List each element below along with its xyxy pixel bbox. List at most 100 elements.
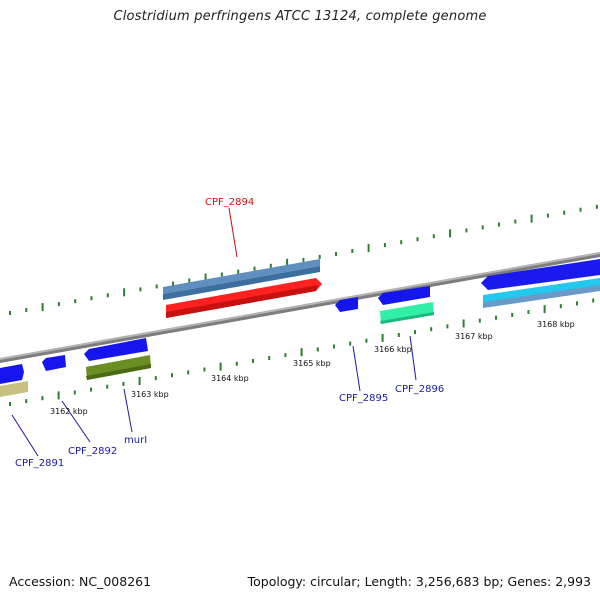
- minor-tick: [284, 353, 287, 358]
- page-title: Clostridium perfringens ATCC 13124, comp…: [113, 9, 487, 24]
- minor-tick: [495, 315, 497, 320]
- major-tick: [300, 348, 303, 357]
- minor-tick: [90, 387, 92, 392]
- minor-tick: [335, 252, 337, 256]
- scale-label-3162: 3162 kbp: [50, 407, 88, 416]
- minor-tick: [579, 207, 582, 212]
- minor-tick: [237, 269, 240, 274]
- minor-tick: [365, 338, 368, 343]
- major-tick: [381, 333, 384, 342]
- gene-labels: CPF_2894 CPF_2891 CPF_2892 murI CPF_2895…: [15, 197, 444, 469]
- feature-cpf-2896-blue[interactable]: [378, 286, 430, 305]
- minor-tick: [171, 373, 173, 378]
- minor-tick: [106, 293, 109, 298]
- scale-label-3167: 3167 kbp: [455, 332, 493, 341]
- scale-label-3164: 3164 kbp: [211, 374, 249, 383]
- minor-tick: [349, 341, 352, 346]
- minor-tick: [74, 299, 77, 304]
- minor-tick: [154, 376, 157, 381]
- minor-tick: [269, 263, 272, 268]
- minor-tick: [446, 324, 449, 329]
- feature-cpf-2896-green[interactable]: [380, 302, 434, 324]
- minor-tick: [498, 222, 500, 227]
- feature-cpf-2895-arrow[interactable]: [335, 297, 358, 312]
- minor-tick: [559, 304, 562, 309]
- feature-cpf-2891-olive[interactable]: [0, 381, 28, 397]
- feature-muri-blue[interactable]: [84, 338, 148, 361]
- minor-tick: [400, 240, 403, 245]
- minor-tick: [220, 272, 223, 277]
- genome-summary: Topology: circular; Length: 3,256,683 bp…: [247, 574, 591, 589]
- minor-tick: [595, 204, 598, 209]
- minor-tick: [465, 228, 468, 233]
- minor-tick: [511, 312, 514, 317]
- minor-tick: [155, 284, 158, 289]
- minor-tick: [235, 361, 238, 366]
- feature-muri-green[interactable]: [86, 355, 151, 380]
- feature-cpf-2894-red[interactable]: [166, 278, 322, 318]
- scale-labels: 3162 kbp 3163 kbp 3164 kbp 3165 kbp 3166…: [50, 320, 575, 416]
- scale-label-3165: 3165 kbp: [293, 359, 331, 368]
- feature-right-steel[interactable]: [483, 285, 600, 308]
- accession-info: Accession: NC_008261: [9, 574, 152, 589]
- minor-tick: [527, 310, 530, 314]
- minor-tick: [203, 367, 206, 372]
- scale-label-3163: 3163 kbp: [131, 390, 169, 399]
- minor-tick: [416, 237, 419, 242]
- minor-tick: [106, 384, 109, 389]
- minor-tick: [563, 210, 566, 215]
- minor-tick: [592, 298, 595, 303]
- gene-label-cpf-2891[interactable]: CPF_2891: [15, 458, 64, 469]
- minor-tick: [318, 254, 321, 259]
- major-tick: [57, 391, 60, 400]
- upper-tick-row: [9, 204, 598, 315]
- minor-tick: [576, 301, 578, 306]
- lower-tick-row: [9, 298, 595, 406]
- minor-tick: [351, 249, 354, 253]
- major-tick: [462, 319, 465, 328]
- minor-tick: [139, 287, 142, 292]
- minor-tick: [432, 234, 435, 239]
- scale-label-3166: 3166 kbp: [374, 345, 412, 354]
- minor-tick: [268, 356, 271, 360]
- minor-tick: [397, 333, 400, 337]
- minor-tick: [514, 219, 517, 224]
- minor-tick: [253, 266, 256, 271]
- feature-right-blue-arrow[interactable]: [481, 259, 600, 290]
- minor-tick: [252, 358, 254, 363]
- major-tick: [123, 288, 126, 297]
- major-tick: [138, 377, 141, 385]
- minor-tick: [25, 399, 28, 404]
- minor-tick: [316, 347, 319, 352]
- gene-label-cpf-2892[interactable]: CPF_2892: [68, 446, 117, 457]
- minor-tick: [430, 327, 433, 332]
- label-leader-lines: [11, 207, 417, 457]
- gene-label-cpf-2895[interactable]: CPF_2895: [339, 393, 388, 404]
- scale-label-3168: 3168 kbp: [537, 320, 575, 329]
- feature-right-cyan[interactable]: [483, 278, 600, 303]
- minor-tick: [478, 318, 481, 323]
- minor-tick: [383, 243, 386, 248]
- genome-backbone: [0, 252, 600, 363]
- minor-tick: [57, 302, 60, 307]
- minor-tick: [73, 390, 76, 395]
- feature-cpf-2892-arrow[interactable]: [42, 355, 66, 371]
- major-tick: [219, 362, 222, 371]
- minor-tick: [188, 278, 191, 283]
- gene-label-muri[interactable]: murI: [124, 435, 147, 446]
- major-tick: [204, 273, 207, 282]
- major-tick: [41, 303, 44, 312]
- minor-tick: [90, 296, 93, 301]
- feature-cpf-2891-blue[interactable]: [0, 364, 24, 384]
- minor-tick: [122, 381, 125, 386]
- minor-tick: [481, 225, 484, 230]
- feature-cpf-2894-blue[interactable]: [163, 259, 320, 300]
- gene-label-cpf-2896[interactable]: CPF_2896: [395, 384, 444, 395]
- major-tick: [543, 305, 546, 314]
- minor-tick: [9, 402, 11, 406]
- minor-tick: [9, 311, 11, 315]
- gene-label-cpf-2894[interactable]: CPF_2894: [205, 197, 254, 208]
- major-tick: [286, 258, 289, 267]
- minor-tick: [172, 281, 174, 286]
- minor-tick: [25, 308, 28, 312]
